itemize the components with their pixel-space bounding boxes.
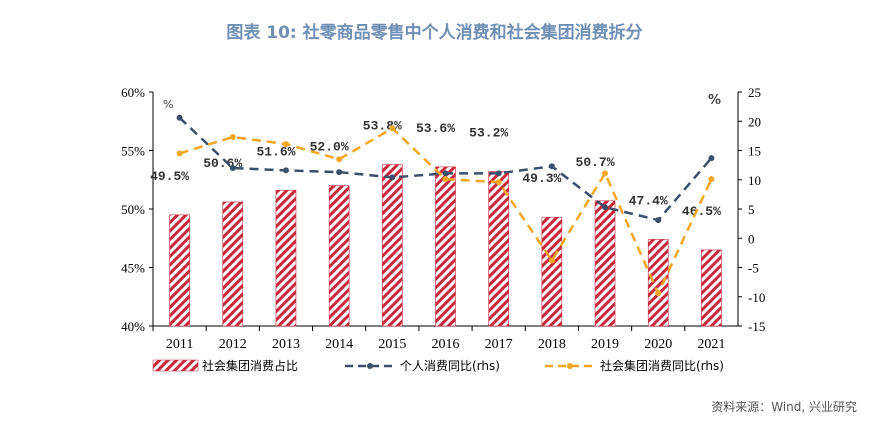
personal-line-point: [176, 114, 183, 121]
x-tick-label: 2015: [378, 337, 406, 352]
right-tick-label: -5: [748, 261, 759, 276]
x-tick-label: 2013: [272, 337, 300, 352]
bar: [222, 201, 244, 327]
personal-line-point: [548, 163, 555, 170]
group-line-point: [602, 170, 609, 177]
right-tick-label: 0: [748, 231, 755, 246]
personal-line-point: [602, 204, 609, 211]
bar: [701, 249, 722, 327]
bar: [275, 189, 297, 327]
group-line-point: [495, 179, 502, 186]
bar-data-label: 46.5%: [682, 204, 721, 219]
group-line-point: [442, 176, 449, 183]
bar: [541, 216, 563, 327]
personal-line-point: [389, 174, 396, 181]
bar-data-label: 49.3%: [522, 171, 561, 186]
group-line-point: [176, 150, 183, 157]
group-line-point: [655, 290, 662, 297]
x-tick-label: 2011: [166, 337, 193, 352]
group-line-point: [708, 176, 715, 183]
right-tick-label: 5: [748, 202, 755, 217]
personal-line-point: [495, 170, 502, 177]
bar: [169, 214, 190, 327]
bar-data-label: 51.6%: [256, 144, 295, 159]
group-line-point: [389, 125, 396, 132]
right-tick-label: 20: [748, 114, 761, 129]
group-line-point: [282, 141, 289, 148]
bar: [594, 200, 616, 327]
bar-data-label: 53.2%: [469, 126, 508, 141]
group-line-point: [336, 156, 343, 163]
bar-data-label: 50.7%: [576, 155, 615, 170]
bar-data-label: 53.6%: [416, 121, 455, 136]
bar: [488, 171, 509, 327]
left-tick-label: 50%: [121, 202, 145, 217]
legend-label: 社会集团消费占比: [202, 358, 298, 373]
x-tick-label: 2012: [219, 337, 247, 352]
right-tick-label: -15: [748, 319, 765, 334]
right-tick-label: 10: [748, 173, 761, 188]
x-tick-label: 2020: [644, 337, 672, 352]
left-tick-label: 55%: [121, 144, 145, 159]
bar-data-label: 47.4%: [629, 193, 668, 208]
bar-data-label: 49.5%: [150, 169, 189, 184]
group-line: [179, 126, 713, 297]
group-line-point: [229, 134, 236, 141]
personal-line-point: [655, 217, 662, 224]
x-tick-label: 2021: [697, 337, 725, 352]
personal-line-point: [442, 170, 449, 177]
left-tick-label: 60%: [121, 85, 145, 100]
chart-title: 图表 10: 社零商品零售中个人消费和社会集团消费拆分: [226, 23, 643, 43]
legend-group-marker: [567, 363, 573, 369]
personal-line-point: [282, 167, 289, 174]
x-tick-label: 2016: [432, 337, 460, 352]
bar: [328, 185, 350, 327]
personal-line-point: [229, 165, 236, 172]
legend-label: 个人消费同比(rhs): [400, 359, 500, 373]
right-unit-label: %: [708, 93, 721, 108]
right-tick-label: -10: [748, 290, 765, 305]
source-note: 资料来源：Wind, 兴业研究: [711, 400, 857, 414]
x-tick-label: 2014: [325, 337, 353, 352]
left-tick-label: 45%: [121, 261, 145, 276]
bar-data-label: 52.0%: [310, 140, 349, 155]
left-unit-label: %: [163, 98, 173, 111]
legend-personal-marker: [367, 363, 373, 369]
right-tick-label: 15: [748, 144, 761, 159]
bar: [435, 166, 456, 327]
x-tick-label: 2018: [538, 337, 566, 352]
bar: [382, 164, 403, 327]
x-tick-label: 2019: [591, 337, 619, 352]
left-tick-label: 40%: [121, 319, 145, 334]
legend-label: 社会集团消费同比(rhs): [600, 358, 724, 373]
bar: [647, 239, 669, 327]
legend-bar-swatch: [152, 359, 199, 372]
personal-line-point: [336, 169, 343, 176]
personal-line-point: [708, 155, 715, 162]
x-tick-label: 2017: [485, 337, 513, 352]
right-tick-label: 25: [748, 85, 761, 100]
group-line-point: [548, 257, 555, 264]
